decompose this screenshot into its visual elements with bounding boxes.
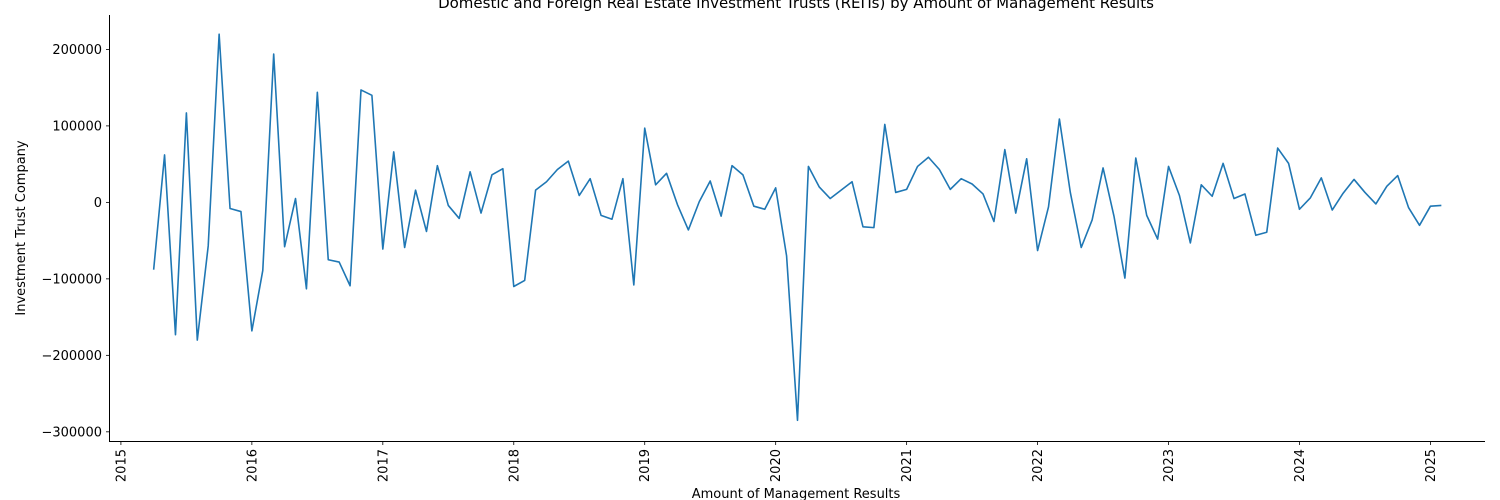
series-line-0 (152, 33, 1442, 422)
x-axis-ticks: 2015 2016 2017 2018 2019 2020 2021 2022 2023 2024… (114, 441, 1439, 482)
y-tick-label: −300000 (41, 425, 102, 440)
x-tick-label: 2020 (769, 449, 784, 482)
x-tick-label: 2024 (1293, 449, 1308, 482)
y-tick-label: 0 (94, 196, 102, 211)
y-axis-title: Investment Trust Company (14, 140, 29, 316)
x-tick-label: 2023 (1162, 449, 1177, 482)
y-tick-label: −200000 (41, 349, 102, 364)
x-tick-label: 2017 (376, 449, 391, 482)
chart-title: Domestic and Foreign Real Estate Investm… (438, 0, 1154, 12)
x-tick-label: 2019 (638, 449, 653, 482)
x-tick-label: 2018 (507, 449, 522, 482)
x-tick-label: 2015 (114, 449, 129, 482)
y-tick-label: 100000 (52, 119, 102, 134)
x-tick-label: 2022 (1031, 449, 1046, 482)
y-tick-label: 200000 (52, 43, 102, 58)
series-layer (152, 33, 1442, 422)
x-tick-label: 2016 (245, 449, 260, 482)
x-tick-label: 2021 (900, 449, 915, 482)
y-axis-ticks: −300000 −200000 −100000 0 100000 200000 (41, 43, 110, 440)
x-axis-title: Amount of Management Results (692, 487, 901, 500)
y-tick-label: −100000 (41, 272, 102, 287)
x-tick-label: 2025 (1424, 449, 1439, 482)
